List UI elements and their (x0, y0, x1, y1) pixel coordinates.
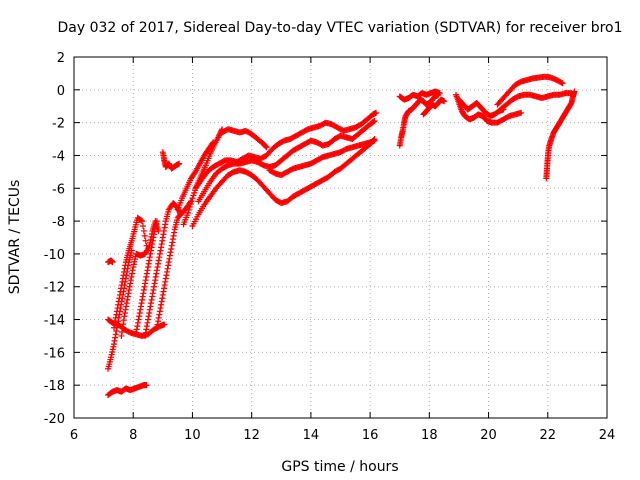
data-point (558, 79, 565, 86)
series-rise-f (153, 198, 194, 331)
series-drop-22 (543, 88, 578, 182)
x-tick-label: 6 (70, 428, 78, 443)
data-point (371, 117, 378, 124)
series-late-c (420, 96, 448, 118)
y-axis-label: SDTVAR / TECUs (7, 180, 23, 295)
x-tick-label: 22 (540, 428, 557, 443)
data-point (571, 88, 578, 95)
series-band-4 (266, 137, 378, 179)
data-point (189, 195, 196, 202)
series-rise-c (118, 218, 162, 339)
y-tick-label: 0 (57, 84, 65, 99)
data-series (105, 73, 578, 399)
data-point (139, 223, 146, 230)
data-point (263, 144, 270, 151)
data-point (518, 109, 525, 116)
series-rise-d (133, 218, 160, 336)
data-point (141, 232, 148, 239)
data-point (441, 98, 448, 105)
series-cluster-4 (159, 149, 183, 172)
series-mid-20 (497, 90, 575, 113)
data-point (191, 189, 198, 196)
x-tick-label: 14 (303, 428, 320, 443)
y-tick-label: -2 (52, 117, 65, 132)
data-point (370, 118, 377, 125)
y-tick-label: -4 (52, 149, 65, 164)
series-cluster-18 (105, 382, 150, 399)
data-point (143, 382, 150, 389)
data-point (190, 192, 197, 199)
data-point (185, 206, 192, 213)
y-tick-label: -6 (52, 182, 65, 197)
data-point (109, 259, 116, 266)
data-point (138, 217, 145, 224)
data-point (209, 140, 216, 147)
x-tick-label: 12 (243, 428, 260, 443)
chart-title: Day 032 of 2017, Sidereal Day-to-day VTE… (57, 20, 622, 36)
plot-frame (73, 56, 608, 419)
series-band-mid (195, 117, 378, 205)
data-point (155, 227, 162, 234)
series-loop-19 (452, 91, 525, 126)
x-tick-label: 20 (480, 428, 497, 443)
y-tick-label: -18 (44, 379, 65, 394)
y-tick-label: -12 (44, 281, 65, 296)
data-point (140, 227, 147, 234)
data-point (139, 218, 146, 225)
x-tick-label: 24 (599, 428, 616, 443)
data-point (188, 198, 195, 205)
y-tick-label: -20 (44, 412, 65, 427)
data-point (210, 139, 217, 146)
series-base-14 (105, 316, 168, 339)
data-point (176, 160, 183, 167)
x-tick-label: 18 (421, 428, 438, 443)
y-tick-label: -10 (44, 248, 65, 263)
data-point (371, 137, 378, 144)
series-steep-b (174, 139, 217, 213)
data-point (373, 109, 380, 116)
series-upper-20 (494, 73, 566, 108)
series-late-b (396, 88, 443, 103)
x-axis-label: GPS time / hours (281, 459, 398, 475)
data-point (142, 237, 149, 244)
series-plateau-2.5 (219, 126, 270, 151)
data-point (161, 321, 168, 328)
data-point (185, 209, 192, 216)
y-tick-label: -14 (44, 314, 65, 329)
y-tick-label: -8 (52, 215, 65, 230)
series-rise-a (105, 247, 135, 372)
axis-ticks: 6 8 10 12 14 16 18 20 22 24-20-18-16-14-12-10-8-6… (44, 51, 616, 443)
series-isolated-7.2 (105, 257, 116, 266)
data-point (559, 80, 566, 87)
data-point (186, 203, 193, 210)
data-point (187, 201, 194, 208)
data-point (436, 90, 443, 97)
series-rise-e (142, 200, 184, 339)
data-point (153, 218, 160, 225)
x-tick-label: 8 (129, 428, 137, 443)
series-rise-b (110, 214, 150, 331)
x-tick-label: 16 (362, 428, 379, 443)
y-tick-label: -16 (44, 346, 65, 361)
y-tick-label: 2 (57, 51, 65, 66)
x-tick-label: 10 (184, 428, 201, 443)
